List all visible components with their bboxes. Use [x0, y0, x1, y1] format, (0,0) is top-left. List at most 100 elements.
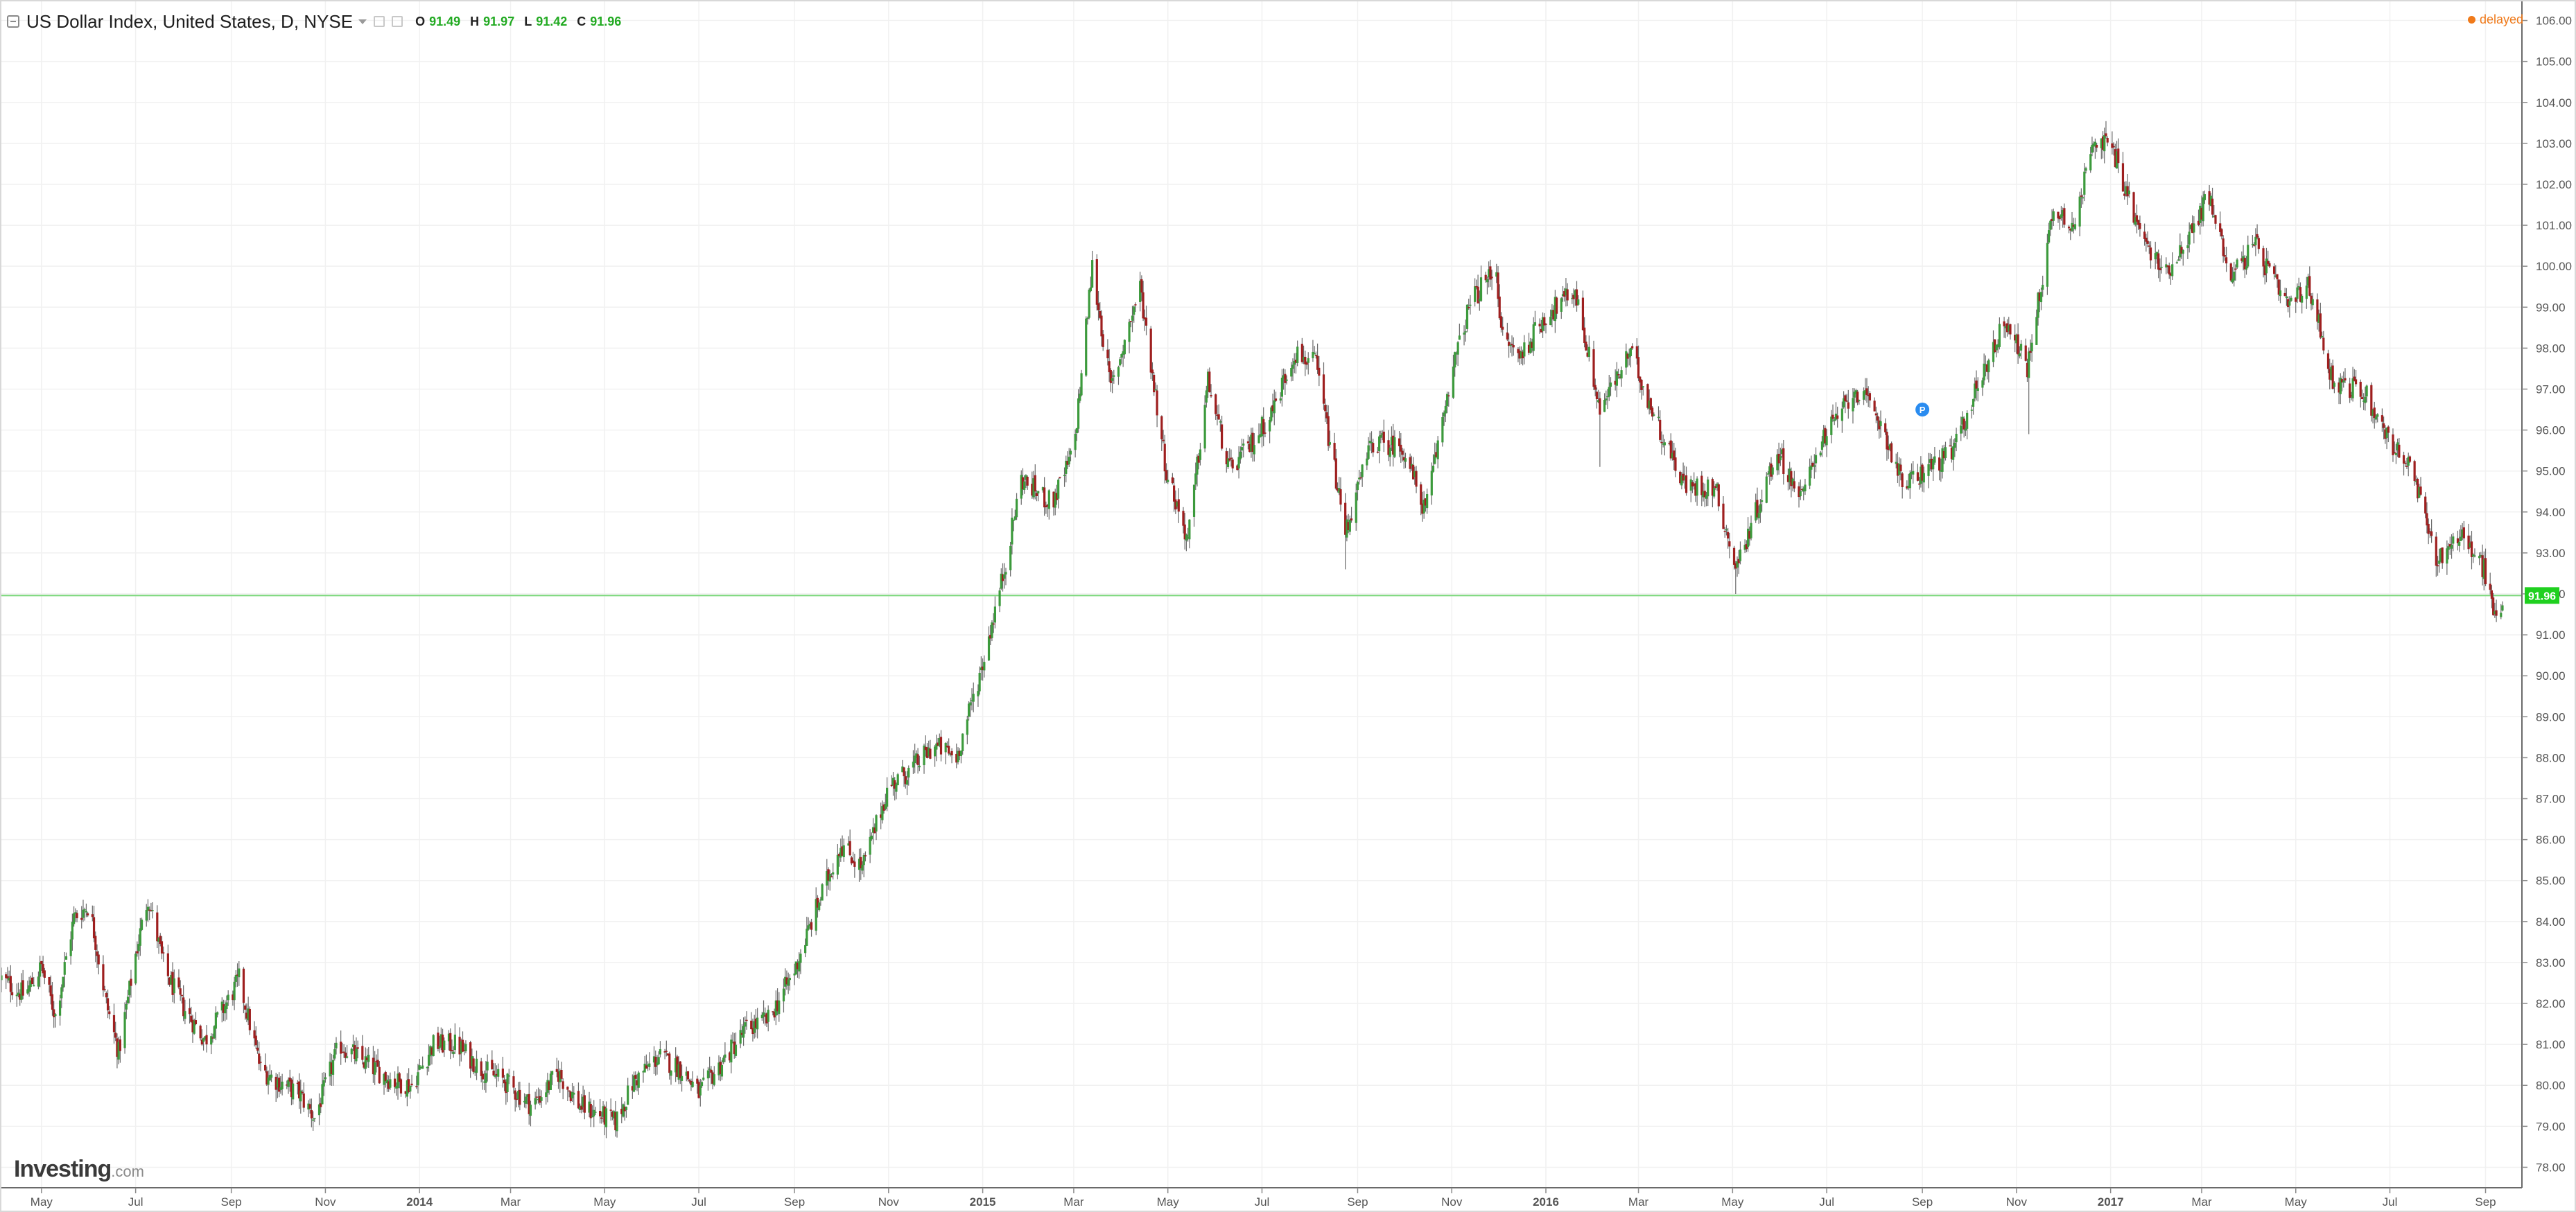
candle-body	[182, 997, 185, 1017]
candle-body	[2112, 146, 2115, 148]
candle-body	[1188, 519, 1191, 540]
candle-body	[1662, 443, 1664, 445]
candle-body	[2257, 238, 2260, 249]
settings-icon[interactable]	[374, 16, 385, 27]
candle-body	[2381, 415, 2383, 422]
candle-body	[33, 985, 35, 987]
candle-body	[1798, 486, 1800, 498]
candle-body	[2290, 297, 2292, 301]
y-tick-label: 89.00	[2536, 710, 2566, 723]
candle-body	[2470, 541, 2473, 557]
chart-overlay: 91.96 P	[1915, 403, 2559, 604]
candle-body	[1771, 467, 1774, 475]
candle-body	[1668, 443, 1671, 444]
candle-body	[1032, 478, 1035, 498]
candle-body	[832, 872, 835, 875]
candle-body	[924, 746, 927, 750]
candle-body	[473, 1071, 476, 1073]
candle-body	[847, 843, 850, 846]
candle-body	[1359, 477, 1362, 479]
candle-body	[1054, 493, 1056, 508]
candle-body	[526, 1094, 529, 1097]
candle-body	[74, 912, 77, 914]
candle-body	[126, 996, 130, 1003]
instrument-title[interactable]: US Dollar Index, United States, D, NYSE	[26, 10, 354, 32]
candle-body	[1486, 279, 1489, 283]
candle-body	[224, 1005, 227, 1014]
candle-body	[85, 911, 88, 913]
candle-body	[2262, 248, 2265, 267]
candle-body	[613, 1111, 616, 1119]
candle-body	[1522, 351, 1524, 359]
candle-body	[2370, 385, 2373, 416]
candle-body	[1944, 447, 1947, 458]
candle-body	[1469, 304, 1472, 306]
candle-body	[264, 1064, 267, 1071]
candle-body	[317, 1104, 321, 1116]
candle-body	[2407, 457, 2410, 466]
candle-body	[6, 976, 9, 979]
candle-body	[1237, 457, 1240, 469]
candle-body	[688, 1080, 691, 1082]
candle-body	[1555, 297, 1558, 314]
candle-body	[1609, 383, 1612, 387]
candle-body	[724, 1054, 726, 1058]
candle-body	[2240, 258, 2243, 261]
candle-body	[2490, 590, 2494, 599]
candle-body	[1052, 491, 1055, 508]
candle-body	[1786, 475, 1790, 482]
candle-body	[2385, 428, 2388, 439]
candle-body	[1966, 412, 1969, 429]
candle-body	[1517, 349, 1520, 353]
chevron-down-icon[interactable]	[358, 19, 367, 24]
candle-body	[2220, 229, 2223, 237]
candle-body	[1085, 318, 1088, 376]
candle-body	[430, 1047, 433, 1055]
candle-body	[967, 703, 971, 717]
marker-label: P	[1920, 405, 1926, 415]
candle-body	[213, 1026, 216, 1039]
candle-body	[1671, 453, 1674, 459]
candle-body	[1586, 352, 1589, 357]
candle-body	[1746, 528, 1750, 547]
x-tick-label: Mar	[501, 1195, 521, 1209]
candle-body	[1809, 466, 1811, 486]
candle-body	[170, 974, 173, 985]
candle-body	[2344, 378, 2347, 381]
candle-body	[1595, 392, 1599, 400]
candle-body	[2394, 453, 2398, 455]
candle-body	[1242, 443, 1245, 446]
candle-body	[1274, 398, 1278, 401]
candle-body	[1217, 414, 1220, 420]
candle-body	[1592, 349, 1595, 387]
candle-body	[1626, 353, 1629, 359]
candle-body	[710, 1069, 713, 1073]
candle-body	[1852, 398, 1854, 412]
candle-body	[1544, 324, 1547, 325]
candle-body	[1498, 296, 1501, 319]
candle-body	[517, 1091, 520, 1100]
candle-body	[588, 1101, 591, 1113]
candle-body	[2308, 276, 2311, 296]
candle-body	[2461, 529, 2464, 538]
candle-body	[438, 1046, 441, 1048]
collapse-icon[interactable]	[7, 15, 19, 28]
candle-body	[1523, 342, 1526, 357]
candle-body	[1424, 498, 1427, 506]
candle-body	[1474, 286, 1477, 302]
candle-body	[234, 974, 237, 982]
candle-body	[2301, 295, 2304, 303]
close-icon[interactable]	[392, 16, 403, 27]
candle-body	[2038, 292, 2041, 301]
candle-body	[2091, 145, 2094, 153]
candle-body	[1679, 471, 1682, 484]
candle-body	[486, 1062, 489, 1071]
candle-body	[1119, 359, 1122, 366]
candle-body	[453, 1034, 456, 1051]
candle-body	[2200, 207, 2203, 220]
candle-body	[2160, 267, 2163, 268]
candle-body	[333, 1049, 336, 1059]
candle-body	[1497, 272, 1499, 299]
candle-body	[200, 1039, 203, 1045]
